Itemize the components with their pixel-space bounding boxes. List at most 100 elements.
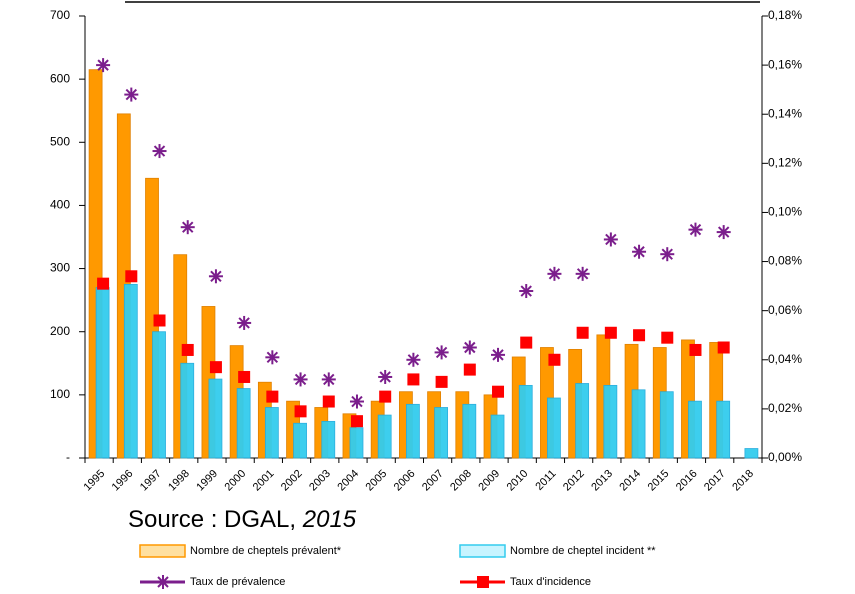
marker-stroke: [605, 233, 617, 246]
marker-stroke: [548, 268, 561, 280]
y-tick-label: 500: [50, 134, 70, 148]
x-tick-label: 2000: [223, 468, 249, 494]
marker: [547, 266, 562, 281]
marker: [548, 353, 561, 366]
y-tick-label: 300: [50, 261, 70, 275]
marker: [96, 58, 111, 73]
x-tick-label: 2006: [392, 468, 418, 494]
marker-stroke: [238, 317, 250, 329]
bar: [631, 389, 646, 459]
x-tick-label: 2014: [617, 468, 643, 494]
legend-marker: [477, 576, 489, 588]
x-tick-label: 2008: [448, 468, 474, 494]
x-tick-label: 2007: [420, 468, 446, 494]
y-tick-label: 200: [50, 324, 70, 338]
marker: [576, 326, 589, 339]
y-tick-label: 100: [50, 387, 70, 401]
marker: [462, 340, 477, 355]
marker-stroke: [266, 351, 279, 364]
y2-tick-label: 0,18%: [768, 8, 802, 22]
x-tick-label: 1998: [166, 468, 192, 494]
bar: [659, 391, 674, 459]
marker: [520, 336, 533, 349]
x-tick-label: 2011: [533, 468, 558, 493]
bar: [575, 383, 590, 459]
bar: [236, 388, 251, 459]
marker: [238, 370, 251, 383]
x-tick-label: 2015: [646, 468, 672, 494]
bar: [490, 414, 505, 459]
bar: [547, 397, 561, 459]
marker: [97, 277, 110, 290]
marker: [689, 343, 702, 356]
marker: [180, 220, 195, 235]
marker: [717, 341, 730, 354]
marker: [124, 87, 139, 102]
bar: [264, 407, 279, 459]
marker: [152, 144, 167, 159]
legend-label: Nombre de cheptels prévalent*: [190, 545, 342, 557]
bar: [462, 403, 477, 459]
x-tick-label: 2009: [476, 468, 502, 494]
marker: [716, 225, 731, 240]
x-tick-label: 2005: [364, 468, 390, 494]
marker: [266, 390, 279, 403]
marker: [633, 329, 646, 342]
marker-stroke: [520, 285, 532, 297]
bar: [716, 400, 731, 459]
bar: [123, 283, 138, 459]
marker-stroke: [323, 373, 335, 386]
bar: [293, 422, 307, 459]
x-tick-label: 1999: [194, 468, 220, 494]
bar: [95, 287, 110, 459]
legend-label: Nombre de cheptel incident **: [510, 545, 656, 557]
marker-stroke: [492, 349, 504, 361]
x-tick-label: 2018: [730, 468, 756, 494]
marker: [519, 284, 534, 299]
marker-stroke: [717, 226, 730, 238]
legend-marker: [156, 575, 170, 589]
marker: [125, 270, 138, 283]
marker: [407, 373, 420, 386]
marker-stroke: [351, 395, 363, 408]
bar: [603, 384, 618, 459]
marker-stroke: [294, 373, 307, 386]
y2-tick-label: 0,06%: [768, 303, 802, 317]
y2-tick-label: 0,14%: [768, 106, 802, 120]
source-year: 2015: [302, 506, 357, 533]
legend-swatch: [139, 544, 186, 558]
marker-stroke: [153, 145, 166, 157]
marker: [153, 314, 166, 327]
marker: [322, 395, 335, 408]
y2-tick-label: 0,08%: [768, 254, 802, 268]
marker: [575, 266, 590, 281]
y-tick-label: 600: [50, 71, 70, 85]
y-tick-label: -: [66, 450, 70, 464]
bar: [434, 407, 449, 459]
marker-stroke: [182, 221, 194, 233]
x-tick-label: 2004: [335, 468, 361, 494]
y2-tick-label: 0,10%: [768, 205, 802, 219]
x-tick-label: 1997: [138, 468, 164, 494]
marker: [208, 269, 223, 284]
bar: [321, 420, 336, 459]
x-tick-label: 2012: [561, 468, 587, 494]
bar: [744, 448, 759, 459]
marker: [379, 390, 392, 403]
marker: [688, 222, 703, 237]
marker: [435, 375, 448, 388]
bar: [688, 400, 702, 459]
marker: [293, 372, 308, 387]
source-text: Source : DGAL,: [128, 506, 296, 533]
marker: [660, 247, 675, 262]
marker: [492, 385, 505, 398]
y2-tick-label: 0,02%: [768, 401, 802, 415]
marker: [209, 361, 222, 374]
marker: [237, 315, 252, 330]
legend-swatch: [459, 544, 506, 558]
y2-tick-label: 0,04%: [768, 352, 802, 366]
x-tick-label: 2002: [279, 468, 305, 494]
x-tick-label: 2003: [307, 468, 333, 494]
marker: [378, 369, 393, 384]
